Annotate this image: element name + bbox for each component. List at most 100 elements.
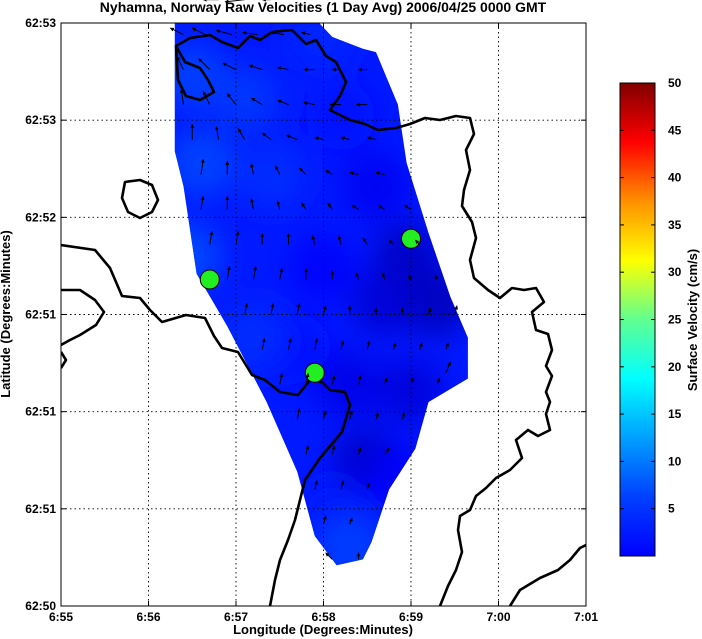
y-ticks: 62:53 62:53 62:52 62:51 62:51 62:51 62:50	[25, 16, 586, 613]
velocity-vector	[305, 445, 310, 455]
velocity-vector	[314, 480, 319, 490]
velocity-vector	[362, 237, 368, 245]
speed-cell	[342, 152, 410, 221]
colorbar-tick-label: 15	[668, 407, 682, 421]
x-tick-label: 6:58	[311, 610, 335, 624]
velocity-vector	[349, 410, 354, 420]
velocity-vector	[340, 340, 345, 350]
radar-station	[304, 362, 325, 383]
velocity-vector	[179, 88, 184, 105]
velocity-vector	[325, 169, 333, 175]
velocity-vector	[404, 204, 412, 210]
colorbar-tick-label: 25	[668, 313, 682, 327]
velocity-vector	[384, 447, 390, 455]
velocity-vector	[242, 30, 258, 36]
y-tick-label: 62:52	[25, 210, 56, 224]
velocity-vector	[250, 198, 254, 210]
velocity-vector	[366, 482, 371, 490]
velocity-vector	[414, 239, 421, 245]
y-tick-label: 62:53	[25, 16, 56, 30]
velocity-vector	[226, 265, 231, 280]
velocity-vector	[357, 447, 362, 455]
velocity-vector	[250, 97, 263, 106]
colorbar-tick-label: 30	[668, 265, 682, 279]
velocity-vector	[388, 239, 394, 245]
velocity-vector	[296, 303, 301, 315]
x-tick-label: 7:00	[486, 610, 510, 624]
y-tick-label: 62:51	[25, 405, 56, 419]
velocity-vector	[288, 338, 292, 350]
colorbar-tick-label: 45	[668, 123, 682, 137]
velocity-vector	[355, 272, 360, 280]
colorbar-tick-label: 5	[668, 502, 675, 516]
speed-cell	[315, 350, 384, 419]
x-axis-label: Longitude (Degrees:Minutes)	[233, 622, 413, 637]
velocity-vector	[427, 307, 432, 315]
velocity-vector	[299, 167, 307, 175]
velocity-vector	[351, 204, 359, 210]
speed-cell	[237, 140, 305, 209]
velocity-vector	[436, 377, 441, 385]
velocity-vector	[322, 515, 327, 525]
velocity-vector	[349, 171, 359, 176]
velocity-vector	[235, 230, 240, 245]
velocity-vector	[301, 31, 311, 36]
y-axis-label: Latitude (Degrees:Minutes)	[0, 230, 13, 398]
speed-cell	[289, 233, 358, 302]
velocity-vector	[375, 171, 385, 176]
speed-cell	[174, 41, 227, 110]
velocity-vector	[383, 377, 388, 385]
velocity-vector	[445, 361, 451, 373]
velocity-vector	[375, 412, 379, 420]
colorbar-tick-label: 35	[668, 218, 682, 232]
velocity-vector	[224, 0, 245, 4]
velocity-vector	[176, 56, 184, 70]
coastline	[61, 28, 586, 606]
colorbar-tick-label: 20	[668, 360, 682, 374]
velocity-vector	[202, 91, 211, 105]
velocity-vector	[261, 338, 266, 350]
velocity-vector	[226, 93, 237, 105]
velocity-vector	[191, 27, 206, 36]
x-tick-label: 6:56	[136, 610, 160, 624]
velocity-vector	[222, 62, 237, 71]
velocity-vector	[418, 342, 423, 350]
velocity-vector	[303, 101, 315, 106]
colorbar-ticks: 5 10 15 20 25 30 35 40 45 50	[620, 76, 682, 516]
velocity-vector	[276, 200, 281, 210]
velocity-vector	[454, 305, 459, 315]
chart-title: Nyhamna, Norway Raw Velocities (1 Day Av…	[100, 0, 547, 15]
velocity-vectors	[156, 0, 459, 560]
velocity-vector	[401, 412, 406, 420]
velocity-vector	[279, 373, 284, 385]
velocity-vector	[270, 31, 285, 36]
x-tick-label: 7:01	[574, 610, 598, 624]
velocity-vector	[337, 235, 342, 245]
x-tick-label: 6:57	[224, 610, 248, 624]
velocity-vector	[296, 408, 301, 420]
velocity-vector	[237, 128, 246, 140]
x-ticks: 6:55 6:56 6:57 6:58 6:59 7:00 7:01	[49, 23, 598, 624]
speed-cell	[350, 268, 419, 337]
velocity-vector	[214, 126, 219, 140]
velocity-vector	[357, 375, 362, 385]
velocity-vector	[314, 338, 319, 350]
velocity-vector	[285, 134, 298, 141]
velocity-vector	[392, 342, 397, 350]
velocity-vector	[270, 303, 275, 315]
velocity-vector	[434, 274, 439, 280]
velocity-vector	[277, 99, 289, 106]
colorbar-label: Surface Velocity (cm/s)	[685, 249, 700, 391]
velocity-vector	[340, 480, 345, 490]
velocity-vector	[277, 66, 289, 71]
x-tick-label: 6:55	[49, 610, 73, 624]
radar-station	[199, 269, 220, 290]
velocity-vector	[301, 202, 307, 210]
velocity-vector	[327, 202, 333, 210]
velocity-vector	[198, 58, 211, 70]
velocity-vector	[200, 195, 205, 210]
velocity-vector	[408, 274, 413, 280]
velocity-vector	[348, 517, 353, 525]
velocity-vector	[331, 375, 336, 385]
